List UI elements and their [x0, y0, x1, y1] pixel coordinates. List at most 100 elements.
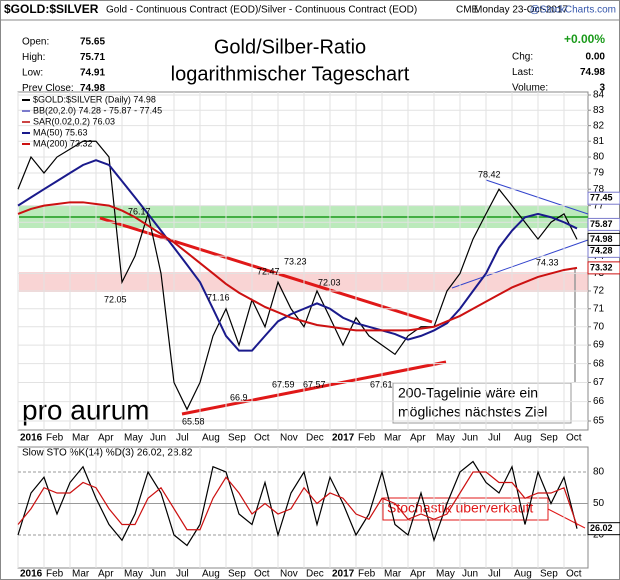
y-tick-label: 65	[593, 416, 605, 427]
field-value: 75.65	[80, 37, 105, 48]
y-tick-label: 66	[593, 396, 605, 407]
value-tag	[587, 217, 620, 231]
legend-label: SAR(0.02,0.2) 76.03	[33, 116, 115, 126]
field-value: 74.91	[80, 68, 105, 79]
x-tick-label: May	[124, 569, 143, 580]
series-line	[17, 471, 578, 531]
series-line	[17, 140, 578, 411]
series-line	[17, 159, 578, 352]
x-tick-label: Feb	[46, 433, 64, 444]
x-tick-label: Jul	[488, 569, 501, 580]
x-tick-label: Aug	[202, 569, 220, 580]
description: Gold - Continuous Contract (EOD)/Silver …	[106, 5, 417, 16]
value-tag-label: 77.45	[590, 193, 613, 203]
chart-subtitle: logarithmischer Tageschart	[171, 63, 410, 85]
price-label: 76.17	[128, 206, 151, 216]
value-tag-label: 26.02	[590, 523, 613, 533]
value-tag-label: 74.98	[590, 234, 613, 244]
x-tick-label: 2016	[20, 569, 43, 580]
x-tick-label: Sep	[540, 569, 558, 580]
annotation: 200-Tagelinie wäre ein	[398, 385, 538, 401]
x-tick-label: Apr	[410, 433, 426, 444]
trend-line	[485, 179, 589, 215]
annotation: mögliches nächstes Ziel	[398, 404, 547, 420]
y-tick-label: 79	[593, 168, 605, 179]
y-tick-label: 68	[593, 358, 605, 369]
value-tag	[587, 261, 620, 275]
y-tick-label: 78	[593, 184, 605, 195]
value-tag	[587, 191, 620, 205]
trend-line	[99, 216, 433, 324]
x-tick-label: Jun	[150, 433, 166, 444]
x-tick-label: Apr	[98, 569, 114, 580]
field-label: Chg:	[512, 52, 533, 63]
x-tick-label: Oct	[254, 569, 270, 580]
price-label: 67.61	[370, 379, 393, 389]
x-tick-label: Feb	[358, 433, 376, 444]
x-tick-label: Aug	[514, 433, 532, 444]
field-label: Volume:	[512, 83, 548, 94]
price-label: 72.03	[318, 277, 341, 287]
x-tick-label: Jun	[462, 433, 478, 444]
y-tick-label: 80	[593, 467, 605, 478]
x-tick-label: May	[436, 433, 455, 444]
x-tick-label: Feb	[358, 569, 376, 580]
x-tick-label: Mar	[72, 433, 90, 444]
x-tick-label: Aug	[202, 433, 220, 444]
x-tick-label: Nov	[280, 433, 298, 444]
field-value: 74.98	[580, 67, 605, 78]
price-label: 74.33	[536, 257, 559, 267]
date: Monday 23-Oct-2017	[474, 5, 568, 16]
legend-label: MA(200) 73.32	[33, 138, 93, 148]
x-tick-label: Jun	[150, 569, 166, 580]
legend-label: $GOLD:$SILVER (Daily) 74.98	[33, 94, 156, 104]
x-tick-label: Jun	[462, 569, 478, 580]
value-tag-label: 75.87	[590, 219, 613, 229]
x-tick-label: 2016	[20, 433, 43, 444]
x-tick-label: Sep	[228, 433, 246, 444]
series-line	[17, 460, 578, 547]
price-label: 78.42	[478, 169, 501, 179]
x-tick-label: 2017	[332, 433, 355, 444]
x-tick-label: May	[436, 569, 455, 580]
x-tick-label: Jul	[176, 433, 189, 444]
y-tick-label: 81	[593, 136, 605, 147]
x-tick-label: Oct	[566, 433, 582, 444]
price-label: 73.23	[284, 256, 307, 266]
pointer	[547, 508, 586, 529]
price-label: 66.9	[230, 392, 248, 402]
price-label: 71.16	[207, 292, 230, 302]
x-tick-label: Oct	[566, 569, 582, 580]
value-tag	[587, 232, 620, 246]
field-label: Open:	[22, 37, 49, 48]
exchange: CME	[456, 5, 479, 16]
x-tick-label: Jul	[488, 433, 501, 444]
field-label: High:	[22, 52, 45, 63]
field-value: 74.98	[80, 83, 105, 94]
legend-label: BB(20,2.0) 74.28 - 75.87 - 77.45	[33, 105, 162, 115]
y-tick-label: 83	[593, 105, 605, 116]
stoch-title: Slow STO %K(14) %D(3) 26.02, 28.82	[22, 448, 193, 459]
y-tick-label: 70	[593, 321, 605, 332]
x-tick-label: May	[124, 433, 143, 444]
field-label: Prev Close:	[22, 83, 74, 94]
x-tick-label: Sep	[228, 569, 246, 580]
change: +0.00%	[564, 32, 605, 46]
price-label: 72.05	[104, 294, 127, 304]
x-tick-label: Aug	[514, 569, 532, 580]
value-tag	[587, 522, 620, 536]
x-tick-label: Feb	[46, 569, 64, 580]
field-value: 3	[599, 83, 605, 94]
field-value: 0.00	[586, 52, 606, 63]
y-tick-label: 82	[593, 120, 605, 131]
price-label: 67.59	[272, 379, 295, 389]
y-tick-label: 50	[593, 498, 605, 509]
y-tick-label: 84	[593, 90, 605, 101]
y-tick-label: 72	[593, 286, 605, 297]
y-tick-label: 71	[593, 303, 605, 314]
field-value: 75.71	[80, 52, 105, 63]
annotation-box	[392, 382, 572, 424]
symbol: $GOLD:$SILVER	[4, 2, 99, 16]
x-tick-label: Mar	[384, 433, 402, 444]
